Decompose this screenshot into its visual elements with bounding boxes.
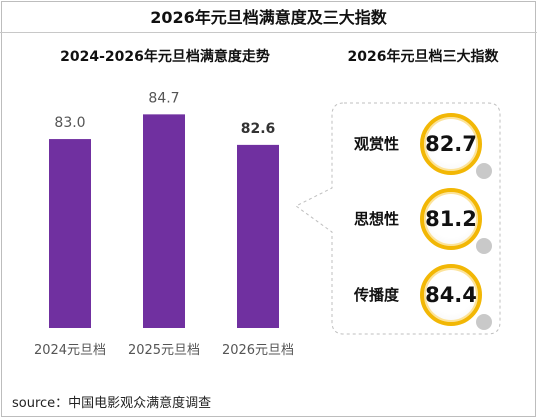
title-divider [0, 32, 537, 33]
bar-chart-subtitle: 2024-2026年元旦档满意度走势 [60, 49, 270, 65]
satisfaction-bar-chart: 83.0 2024元旦档 84.7 2025元旦档 82.6 2026元旦档 [34, 90, 294, 358]
source-note: source：中国电影观众满意度调查 [12, 396, 212, 411]
bar-value-label-3: 82.6 [241, 121, 276, 137]
badge-shadow [476, 238, 492, 254]
index-name: 观赏性 [354, 135, 400, 153]
bar-1 [49, 139, 91, 328]
index-score-value: 84.4 [425, 283, 477, 307]
badge-shadow [476, 163, 492, 179]
callout-border [295, 102, 501, 335]
category-label-3: 2026元旦档 [222, 343, 294, 358]
index-row: 传播度 84.4 [330, 264, 500, 330]
index-name: 传播度 [354, 286, 400, 304]
index-score-badge: 82.7 [420, 113, 482, 175]
index-score-badge: 81.2 [420, 188, 482, 250]
page-title: 2026年元旦档满意度及三大指数 [150, 8, 387, 27]
bar-3 [237, 144, 279, 328]
category-label-2: 2025元旦档 [128, 343, 200, 358]
index-row: 观赏性 82.7 [330, 113, 500, 179]
index-score-badge: 84.4 [420, 264, 482, 326]
index-score-value: 82.7 [425, 132, 477, 156]
bar-value-label-2: 84.7 [148, 90, 179, 106]
badge-shadow [476, 314, 492, 330]
category-label-1: 2024元旦档 [34, 343, 106, 358]
bar-2 [143, 114, 185, 328]
index-name: 思想性 [354, 210, 400, 228]
bar-value-label-1: 83.0 [54, 115, 85, 131]
index-score-value: 81.2 [425, 207, 477, 231]
index-row: 思想性 81.2 [330, 188, 500, 254]
index-panel-subtitle: 2026年元旦档三大指数 [347, 49, 499, 65]
